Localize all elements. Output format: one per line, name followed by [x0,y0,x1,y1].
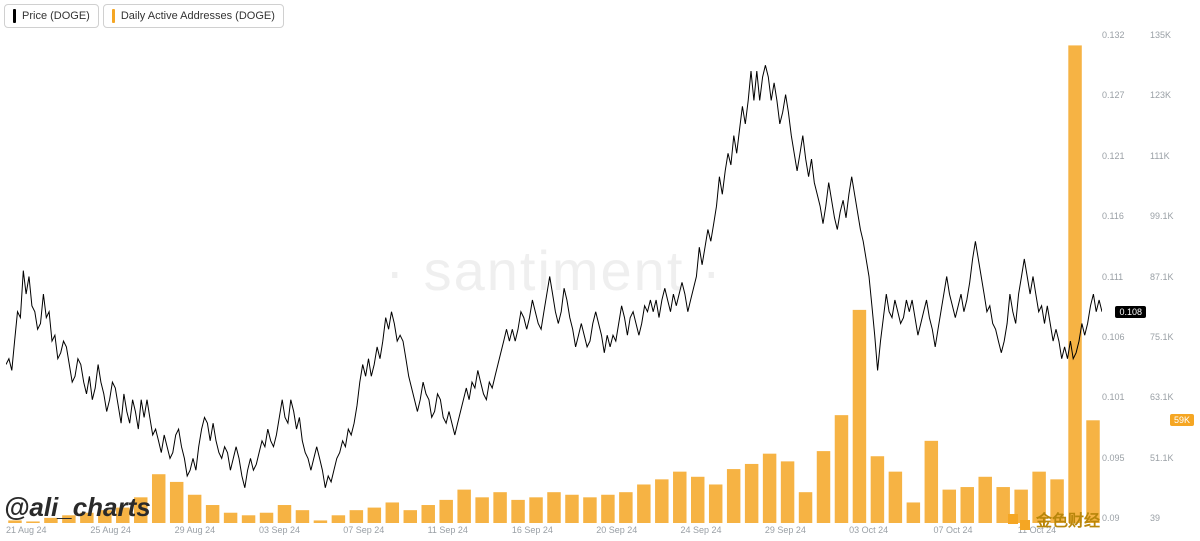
y-tick-price: 0.116 [1102,211,1146,221]
source-logo: 金色财经 [1008,507,1100,531]
y-tick-daa: 99.1K [1150,211,1194,221]
legend: Price (DOGE) Daily Active Addresses (DOG… [4,4,284,28]
x-tick: 20 Sep 24 [596,525,680,539]
legend-label-daa: Daily Active Addresses (DOGE) [121,10,275,22]
chart-area[interactable]: santiment [6,30,1102,523]
x-tick: 25 Aug 24 [90,525,174,539]
y-tick-daa: 75.1K [1150,332,1194,342]
y-tick-daa: 135K [1150,30,1194,40]
logo-icon [1008,508,1030,530]
logo-text: 金色财经 [1036,507,1100,531]
daa-current-badge: 59K [1170,414,1194,426]
legend-label-price: Price (DOGE) [22,10,90,22]
y-tick-price: 0.09 [1102,513,1146,523]
y-tick-daa: 87.1K [1150,272,1194,282]
y-tick-daa: 63.1K [1150,392,1194,402]
x-tick: 16 Sep 24 [512,525,596,539]
y-tick-price: 0.111 [1102,272,1146,282]
y-tick-price: 0.121 [1102,151,1146,161]
x-tick: 21 Aug 24 [6,525,90,539]
x-tick: 03 Sep 24 [259,525,343,539]
x-tick: 07 Sep 24 [343,525,427,539]
legend-swatch-daa [112,9,115,23]
legend-item-daa[interactable]: Daily Active Addresses (DOGE) [103,4,284,28]
price-current-badge: 0.108 [1115,306,1146,318]
y-tick-price: 0.095 [1102,453,1146,463]
y-tick-price: 0.127 [1102,90,1146,100]
y-tick-price: 0.132 [1102,30,1146,40]
y-tick-price: 0.106 [1102,332,1146,342]
legend-swatch-price [13,9,16,23]
x-tick: 29 Aug 24 [175,525,259,539]
y-tick-daa: 39 [1150,513,1194,523]
y-tick-daa: 123K [1150,90,1194,100]
attribution-handle: @ali_charts [4,492,151,523]
x-tick: 07 Oct 24 [933,525,1017,539]
y-tick-daa: 51.1K [1150,453,1194,463]
x-tick: 29 Sep 24 [765,525,849,539]
x-tick: 24 Sep 24 [681,525,765,539]
y-tick-price: 0.101 [1102,392,1146,402]
x-tick: 11 Sep 24 [428,525,512,539]
y-tick-daa: 111K [1150,151,1194,161]
x-axis: 21 Aug 2425 Aug 2429 Aug 2403 Sep 2407 S… [6,525,1102,539]
legend-item-price[interactable]: Price (DOGE) [4,4,99,28]
y-axis-price: 0.132 0.127 0.121 0.116 0.111 0.106 0.101 0.095… [1102,30,1146,523]
chart-svg [6,30,1102,523]
y-axis-daa: 135K 123K 111K 99.1K 87.1K 75.1K 63.1K 51.1K 39 [1150,30,1194,523]
x-tick: 03 Oct 24 [849,525,933,539]
